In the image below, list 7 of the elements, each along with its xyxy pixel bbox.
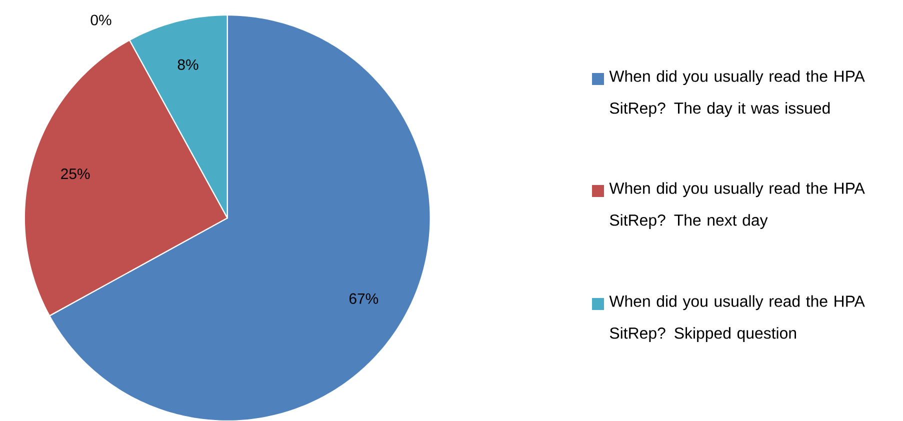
data-label: 8% (178, 59, 198, 70)
legend-label: When did you usually read the HPA SitRep? The next day (609, 182, 865, 229)
legend-label: When did you usually read the HPA SitRep? The day it was issued (609, 70, 865, 117)
legend-label: When did you usually read the HPA SitRep? Skipped question (609, 295, 865, 342)
data-label: 67% (349, 293, 378, 304)
text: 0% (90, 14, 112, 26)
data-label: 25% (61, 168, 90, 180)
